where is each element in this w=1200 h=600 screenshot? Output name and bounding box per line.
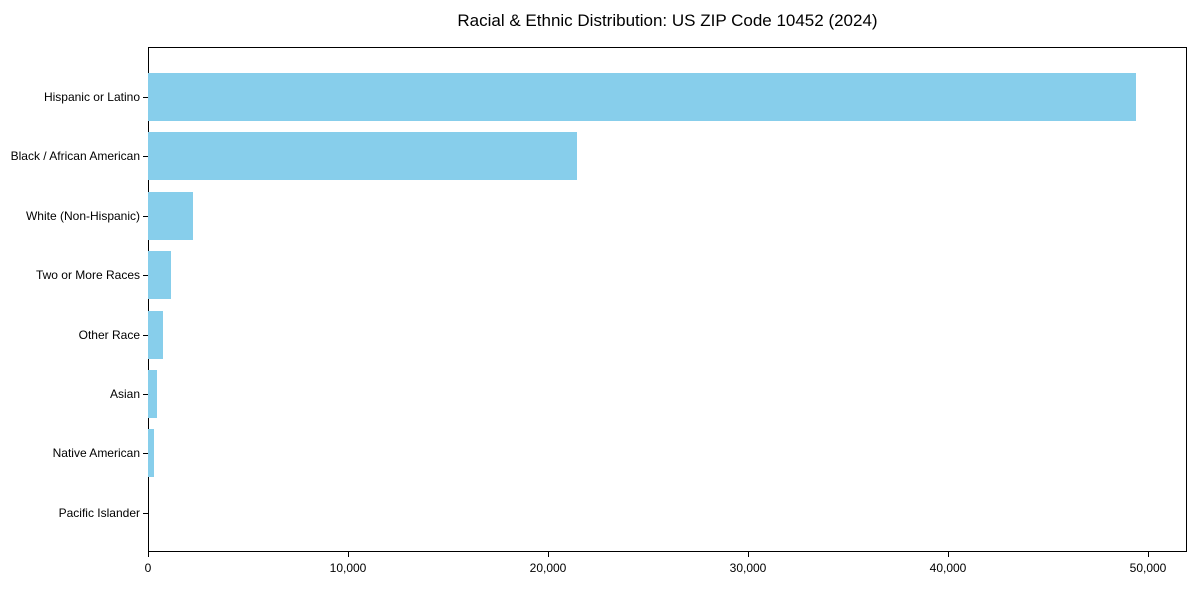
y-axis-label-two-or-more-races: Two or More Races: [35, 268, 140, 283]
y-axis-label-black-african-american: Black / African American: [10, 149, 140, 164]
x-tick-label-50-000: 50,000: [1129, 561, 1167, 575]
y-tick-mark: [143, 215, 148, 217]
y-axis-label-asian: Asian: [109, 387, 140, 401]
bar-native-american: [148, 429, 154, 478]
plot-area: [148, 47, 1187, 552]
y-axis-label-native-american: Native American: [52, 446, 140, 461]
x-tick-label-20-000: 20,000: [529, 561, 567, 575]
bar-asian: [148, 370, 158, 418]
x-tick-mark: [748, 552, 749, 557]
bar-black-african-american: [148, 132, 577, 181]
y-tick-mark: [143, 275, 148, 277]
x-tick-mark: [548, 552, 549, 557]
x-tick-mark: [948, 552, 949, 557]
x-tick-label-40-000: 40,000: [929, 561, 967, 575]
x-tick-label-10-000: 10,000: [329, 561, 367, 575]
x-tick-mark: [348, 552, 349, 557]
chart-title: Racial & Ethnic Distribution: US ZIP Cod…: [457, 11, 878, 30]
bar-other-race: [148, 310, 163, 359]
y-tick-mark: [143, 97, 148, 98]
y-tick-mark: [143, 453, 148, 455]
bar-hispanic-or-latino: [148, 73, 1136, 121]
bar-white-non-hispanic: [148, 191, 193, 240]
x-tick-mark: [148, 552, 149, 557]
y-tick-mark: [143, 334, 148, 336]
y-axis-label-pacific-islander: Pacific Islander: [58, 505, 140, 520]
y-axis-label-other-race: Other Race: [78, 327, 140, 342]
bar-two-or-more-races: [148, 251, 171, 300]
x-tick-label-30-000: 30,000: [729, 561, 767, 575]
y-tick-mark: [143, 512, 148, 514]
x-tick-mark: [1148, 552, 1149, 557]
y-tick-mark: [143, 156, 148, 158]
y-tick-mark: [143, 394, 148, 395]
x-tick-label-0: 0: [144, 561, 152, 575]
y-axis-label-hispanic-or-latino: Hispanic or Latino: [43, 90, 140, 104]
y-axis-label-white-non-hispanic: White (Non-Hispanic): [25, 208, 140, 223]
